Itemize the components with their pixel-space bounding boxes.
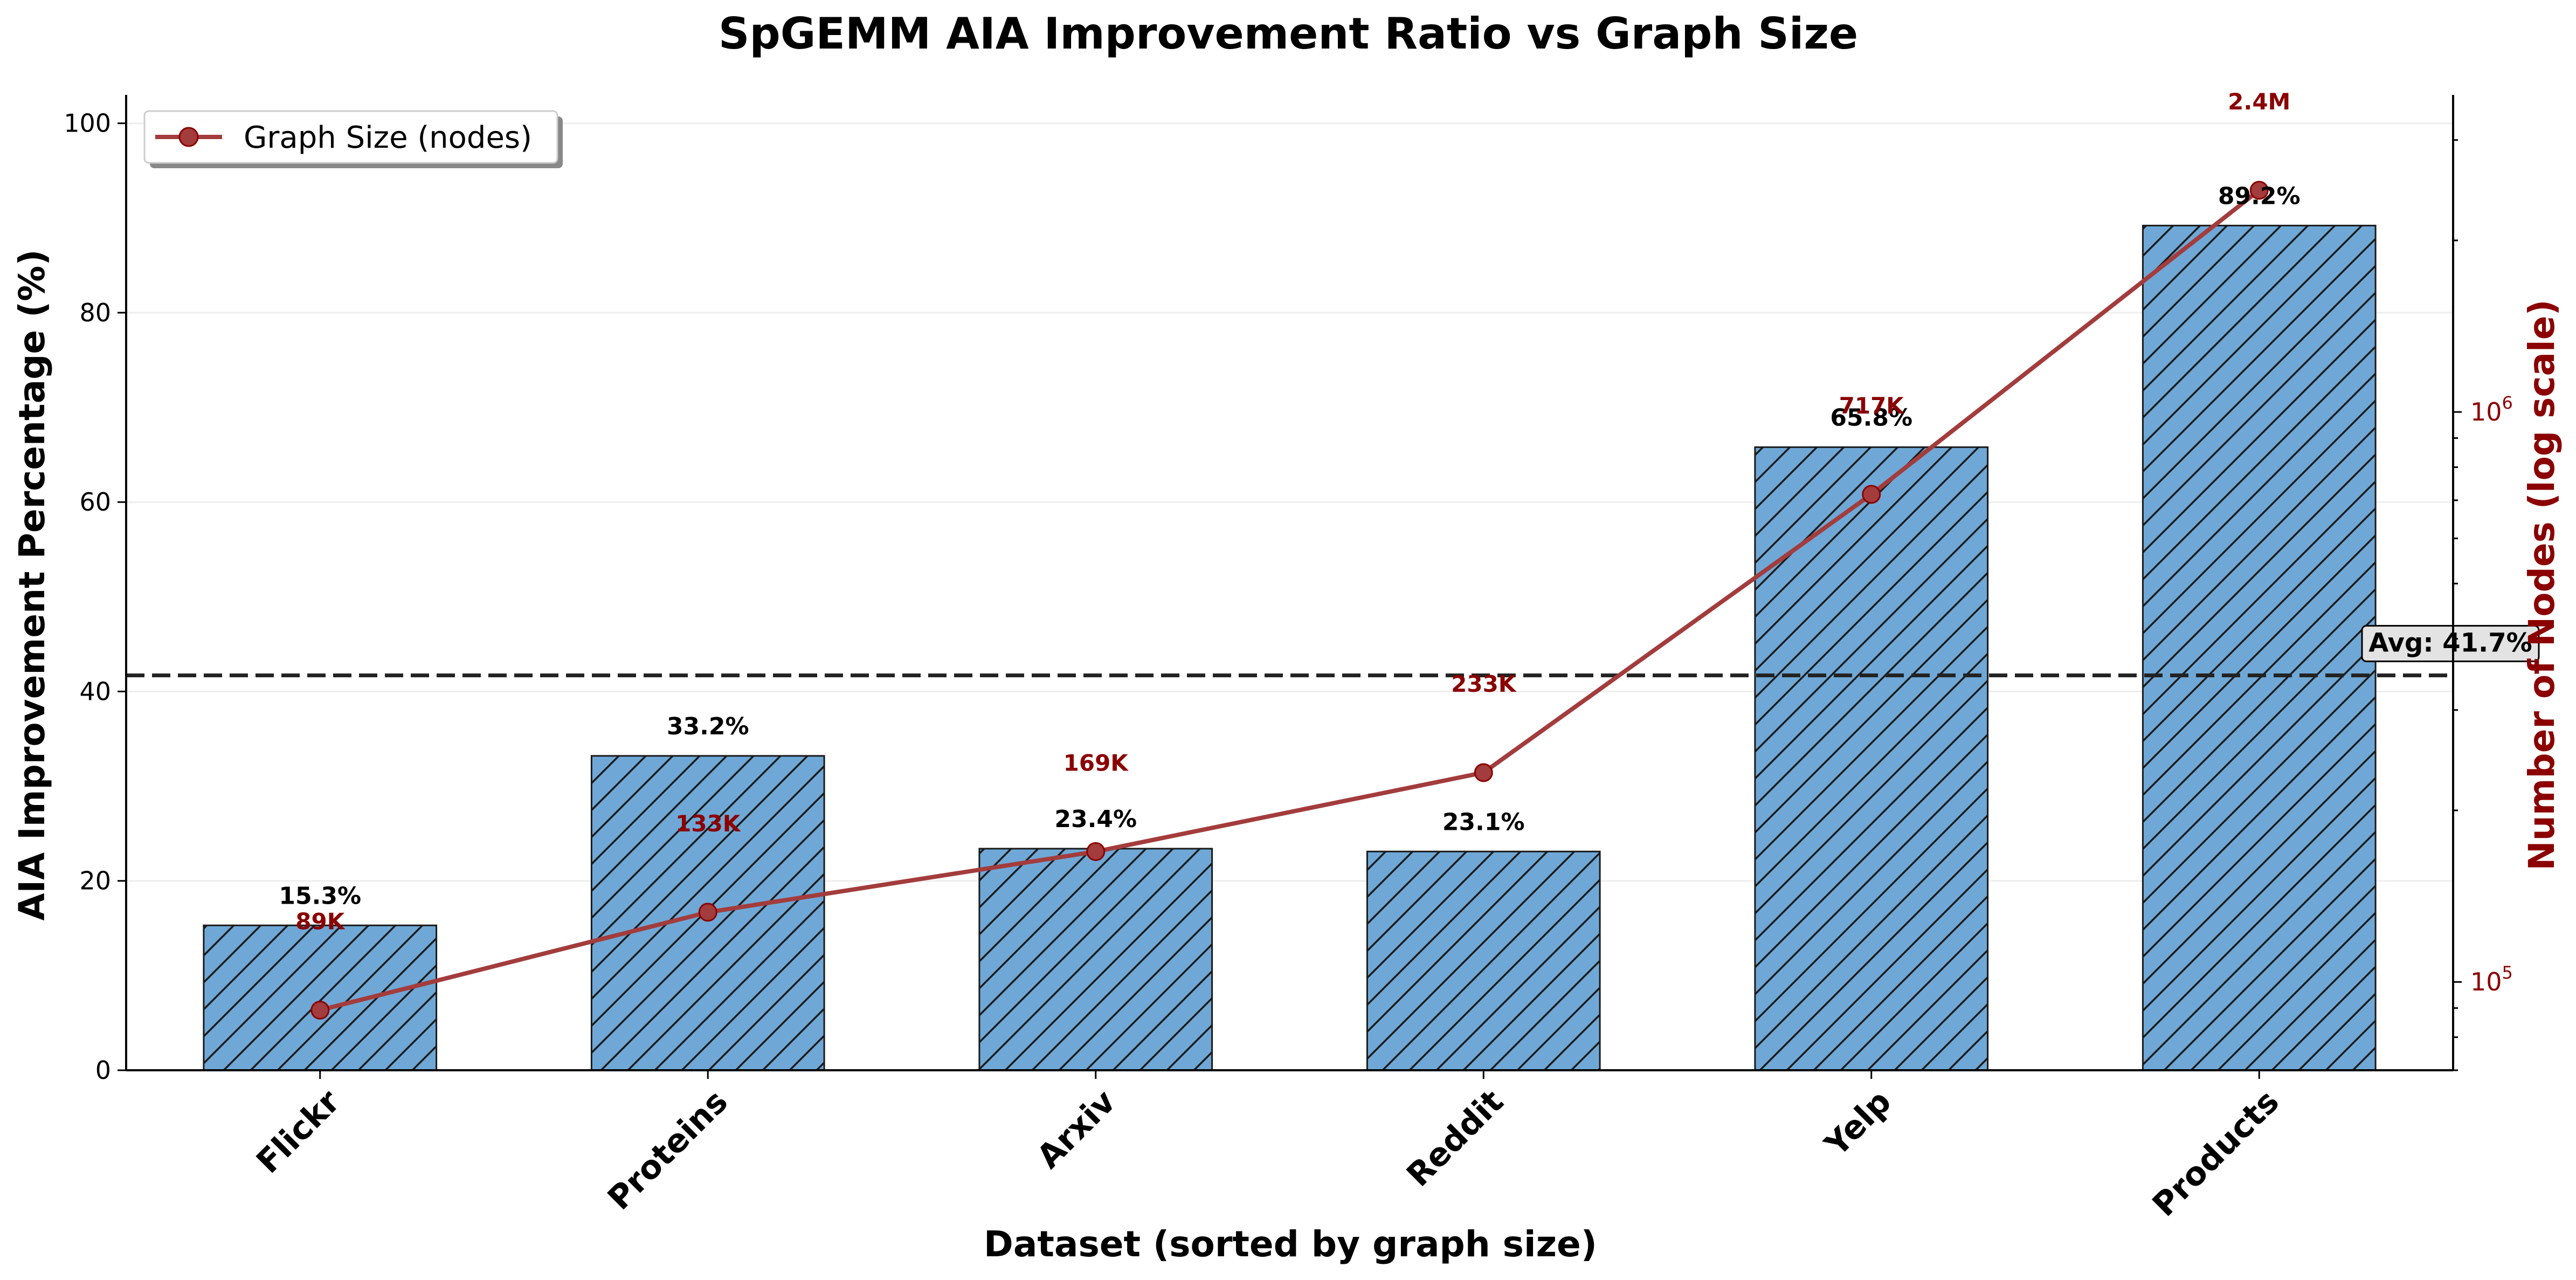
bars [203,224,2377,1071]
y2-tick-label: 106 [2470,393,2513,426]
y2-axis-title: Number of Nodes (log scale) [2521,299,2563,870]
graph-size-point [698,903,717,922]
legend-box [143,110,558,164]
bar-flickr [203,924,438,1071]
y-tick-label: 100 [64,109,111,138]
bar-value-label: 65.8% [1830,404,1912,431]
x-tick-label-products: Products [2145,1083,2287,1224]
bar-value-label: 23.1% [1442,808,1525,836]
reference-line-group: Avg: 41.7% [126,625,2540,678]
node-count-label: 89K [295,908,345,934]
data-labels: 15.3% 33.2% 23.4% 23.1% 65.8% 89.2% 89K 133K 169… [279,88,2300,935]
bar-yelp [1754,446,1989,1071]
y-tick-label: 40 [79,677,111,706]
graph-size-line [319,188,2261,1013]
grid [126,122,2453,1071]
bar-value-label: 33.2% [667,713,749,740]
bar-products [2142,224,2377,1071]
graph-size-point [310,1000,330,1020]
node-count-label: 133K [675,810,741,837]
x-tick-label-yelp: Yelp [1818,1083,1899,1164]
node-count-label: 2.4M [2228,88,2290,115]
y2-tick-base: 10 [2470,397,2502,426]
x-tick-label-arxiv: Arxiv [1030,1083,1123,1176]
graph-size-point [1862,485,1881,504]
y-tick-label: 60 [79,487,111,517]
average-label: Avg: 41.7% [2368,628,2532,658]
legend: Graph Size (nodes) [143,110,563,168]
y-tick-label: 0 [95,1056,111,1085]
x-tick-label-flickr: Flickr [249,1083,347,1181]
legend-marker-swatch [178,127,199,147]
x-tick-label-proteins: Proteins [600,1083,735,1217]
bar-value-label: 15.3% [279,882,361,910]
average-label-box [2361,625,2540,663]
y2-tick-exponent: 6 [2502,393,2513,413]
x-axis-title: Dataset (sorted by graph size) [984,1223,1597,1265]
y-tick-label: 20 [79,866,111,896]
bar-value-label: 89.2% [2218,182,2301,210]
graph-size-point [1474,763,1493,782]
line-series [310,181,2269,1020]
legend-label: Graph Size (nodes) [244,120,532,155]
x-tick-label-reddit: Reddit [1399,1083,1511,1194]
y2-tick-exponent: 5 [2502,962,2513,983]
graph-size-point [2249,181,2269,200]
bar-reddit [1366,850,1601,1071]
graph-size-point [1086,842,1106,861]
y2-tick-base: 10 [2470,967,2502,996]
node-count-label: 169K [1063,749,1129,776]
bar-arxiv [978,848,1213,1071]
y-tick-label: 80 [79,298,111,327]
chart-title: SpGEMM AIA Improvement Ratio vs Graph Si… [719,9,1858,59]
node-count-label: 717K [1839,393,1905,419]
bar-value-label: 23.4% [1054,806,1137,833]
y-axis-title: AIA Improvement Percentage (%) [11,249,53,920]
y2-tick-label: 105 [2470,962,2513,996]
node-count-label: 233K [1451,671,1517,697]
